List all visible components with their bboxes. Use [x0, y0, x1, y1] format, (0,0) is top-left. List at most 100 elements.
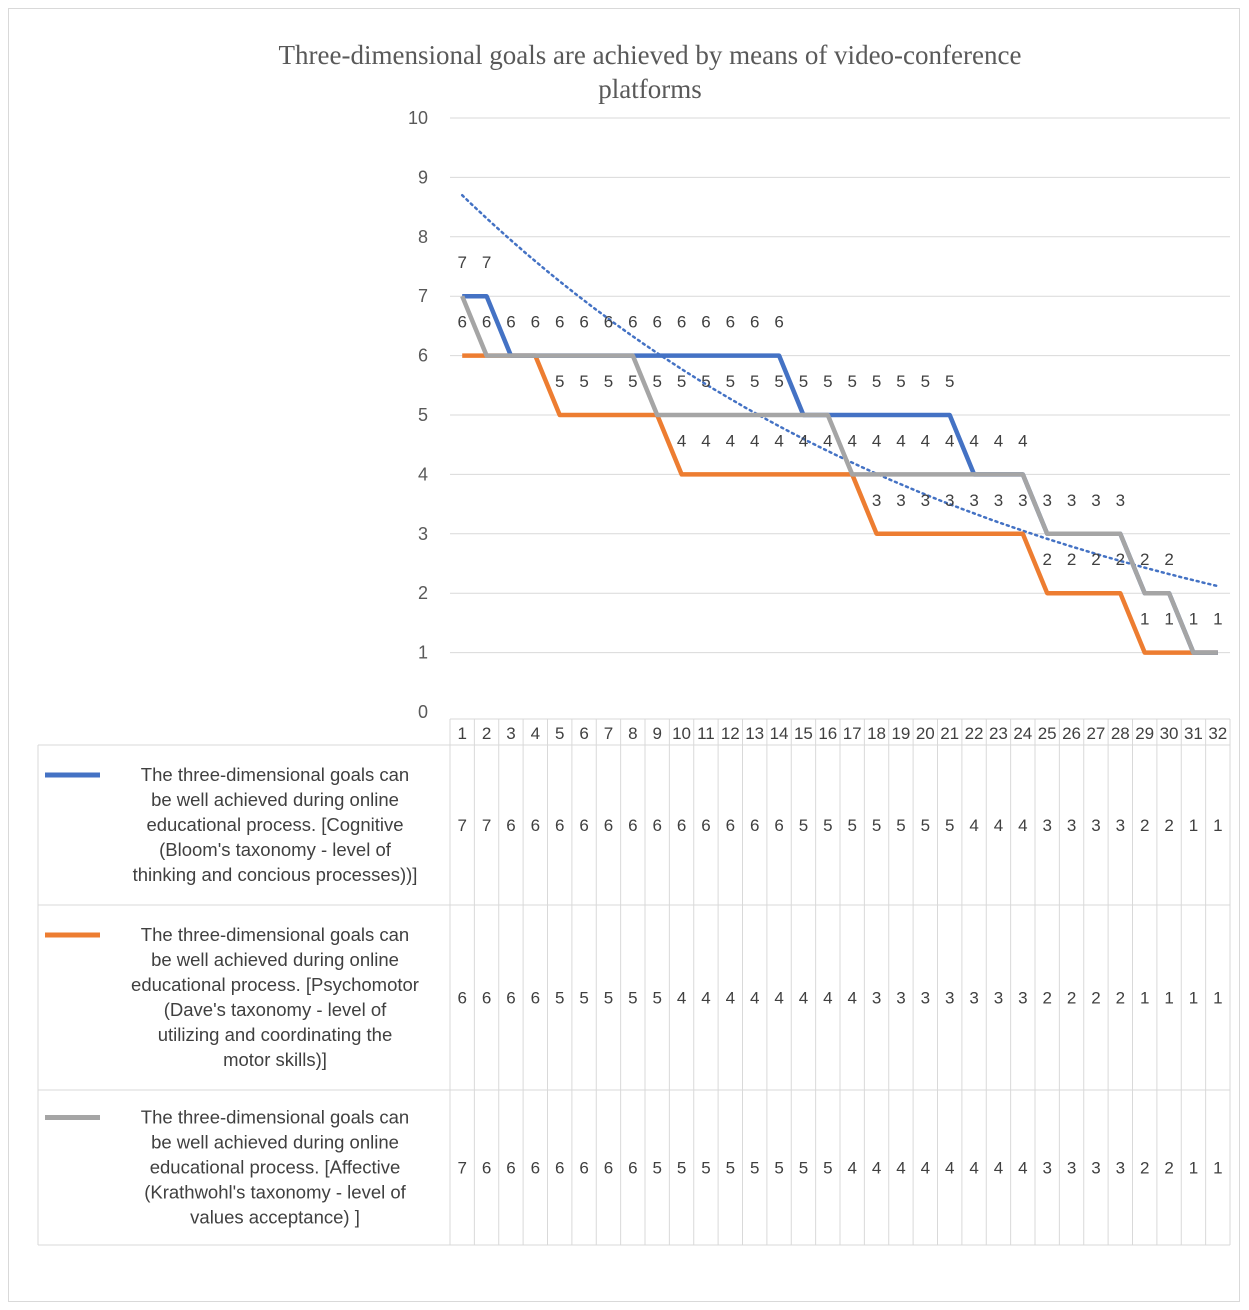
- data-label: 5: [579, 372, 588, 391]
- x-category-label: 13: [745, 724, 764, 743]
- y-tick-label: 0: [418, 702, 428, 722]
- data-label: 6: [555, 313, 564, 332]
- table-cell: 3: [896, 989, 905, 1008]
- data-label: 2: [1164, 550, 1173, 569]
- data-label: 6: [774, 313, 783, 332]
- table-cell: 2: [1116, 989, 1125, 1008]
- table-cell: 6: [506, 989, 515, 1008]
- table-cell: 5: [872, 816, 881, 835]
- table-cell: 5: [823, 816, 832, 835]
- x-category-label: 17: [843, 724, 862, 743]
- x-category-label: 24: [1013, 724, 1032, 743]
- table-cell: 4: [994, 816, 1003, 835]
- y-tick-label: 5: [418, 405, 428, 425]
- data-label: 6: [652, 313, 661, 332]
- table-cell: 6: [506, 816, 515, 835]
- x-category-label: 32: [1208, 724, 1227, 743]
- table-cell: 3: [921, 989, 930, 1008]
- table-cell: 2: [1164, 1159, 1173, 1178]
- data-label: 5: [555, 372, 564, 391]
- table-cell: 6: [531, 816, 540, 835]
- x-category-label: 11: [697, 724, 715, 743]
- data-label: 1: [1140, 610, 1149, 629]
- data-label: 5: [750, 372, 759, 391]
- table-cell: 6: [555, 1159, 564, 1178]
- table-cell: 3: [872, 989, 881, 1008]
- table-cell: 7: [457, 1159, 466, 1178]
- table-cell: 1: [1164, 989, 1173, 1008]
- data-label: 3: [872, 491, 881, 510]
- y-tick-label: 8: [418, 227, 428, 247]
- y-tick-label: 4: [418, 464, 428, 484]
- x-category-label: 16: [818, 724, 837, 743]
- table-cell: 5: [652, 1159, 661, 1178]
- table-cell: 6: [677, 816, 686, 835]
- data-label: 6: [506, 313, 515, 332]
- legend-label-series-2: The three-dimensional goals can: [141, 924, 409, 945]
- table-cell: 4: [994, 1159, 1003, 1178]
- data-label: 6: [482, 313, 491, 332]
- data-label: 6: [750, 313, 759, 332]
- x-category-label: 25: [1038, 724, 1057, 743]
- data-label: 3: [945, 491, 954, 510]
- series-lines: [460, 293, 1218, 655]
- y-tick-label: 3: [418, 524, 428, 544]
- legend-label-series-1: thinking and concious processes))]: [133, 864, 418, 885]
- table-cell: 4: [872, 1159, 881, 1178]
- table-cell: 6: [506, 1159, 515, 1178]
- legend-label-series-3: (Krathwohl's taxonomy - level of: [144, 1182, 406, 1203]
- data-label: 3: [1091, 491, 1100, 510]
- legend-label-series-2: be well achieved during online: [151, 949, 399, 970]
- x-category-label: 3: [506, 724, 515, 743]
- data-label: 2: [1140, 550, 1149, 569]
- table-cell: 6: [726, 816, 735, 835]
- data-label: 6: [726, 313, 735, 332]
- trendline-path: [460, 193, 1220, 588]
- data-label: 1: [1189, 610, 1198, 629]
- table-cell: 6: [604, 1159, 613, 1178]
- y-tick-label: 1: [418, 643, 428, 663]
- legend-label-series-2: motor skills)]: [223, 1049, 327, 1070]
- chart-title: Three-dimensional goals are achieved by …: [150, 38, 1150, 106]
- data-label: 4: [750, 431, 759, 450]
- table-cell: 4: [847, 989, 856, 1008]
- table-cell: 2: [1091, 989, 1100, 1008]
- legend-label-series-3: values acceptance) ]: [190, 1207, 360, 1228]
- data-label: 4: [921, 431, 930, 450]
- data-label: 2: [1116, 550, 1125, 569]
- legend-label-series-2: educational process. [Psychomotor: [131, 974, 419, 995]
- table-cell: 6: [579, 1159, 588, 1178]
- y-tick-label: 9: [418, 167, 428, 187]
- table-cell: 4: [701, 989, 710, 1008]
- legend-label-series-3: educational process. [Affective: [150, 1157, 401, 1178]
- table-cell: 1: [1189, 1159, 1198, 1178]
- data-label: 3: [969, 491, 978, 510]
- table-cell: 5: [847, 816, 856, 835]
- table-cell: 3: [1018, 989, 1027, 1008]
- x-category-label: 29: [1135, 724, 1154, 743]
- table-cell: 6: [531, 989, 540, 1008]
- table-cell: 6: [482, 989, 491, 1008]
- x-category-label: 4: [531, 724, 540, 743]
- data-label: 4: [677, 431, 686, 450]
- table-cell: 2: [1067, 989, 1076, 1008]
- table-cell: 5: [799, 816, 808, 835]
- data-label: 5: [823, 372, 832, 391]
- data-label: 6: [677, 313, 686, 332]
- x-category-label: 5: [555, 724, 564, 743]
- data-label: 4: [847, 431, 856, 450]
- y-axis-tick-labels: 0 1 2 3 4 5 6 7 8 9 10: [408, 108, 428, 722]
- data-label: 4: [799, 431, 808, 450]
- data-label: 6: [457, 313, 466, 332]
- data-label: 4: [1018, 431, 1027, 450]
- legend-label-series-1: educational process. [Cognitive: [146, 814, 403, 835]
- table-cell: 5: [579, 989, 588, 1008]
- x-category-label: 6: [579, 724, 588, 743]
- x-category-label: 19: [891, 724, 910, 743]
- data-label: 4: [969, 431, 978, 450]
- data-label: 3: [921, 491, 930, 510]
- table-cell: 6: [555, 816, 564, 835]
- table-cell: 6: [604, 816, 613, 835]
- table-cell: 6: [531, 1159, 540, 1178]
- legend-label-series-1: be well achieved during online: [151, 789, 399, 810]
